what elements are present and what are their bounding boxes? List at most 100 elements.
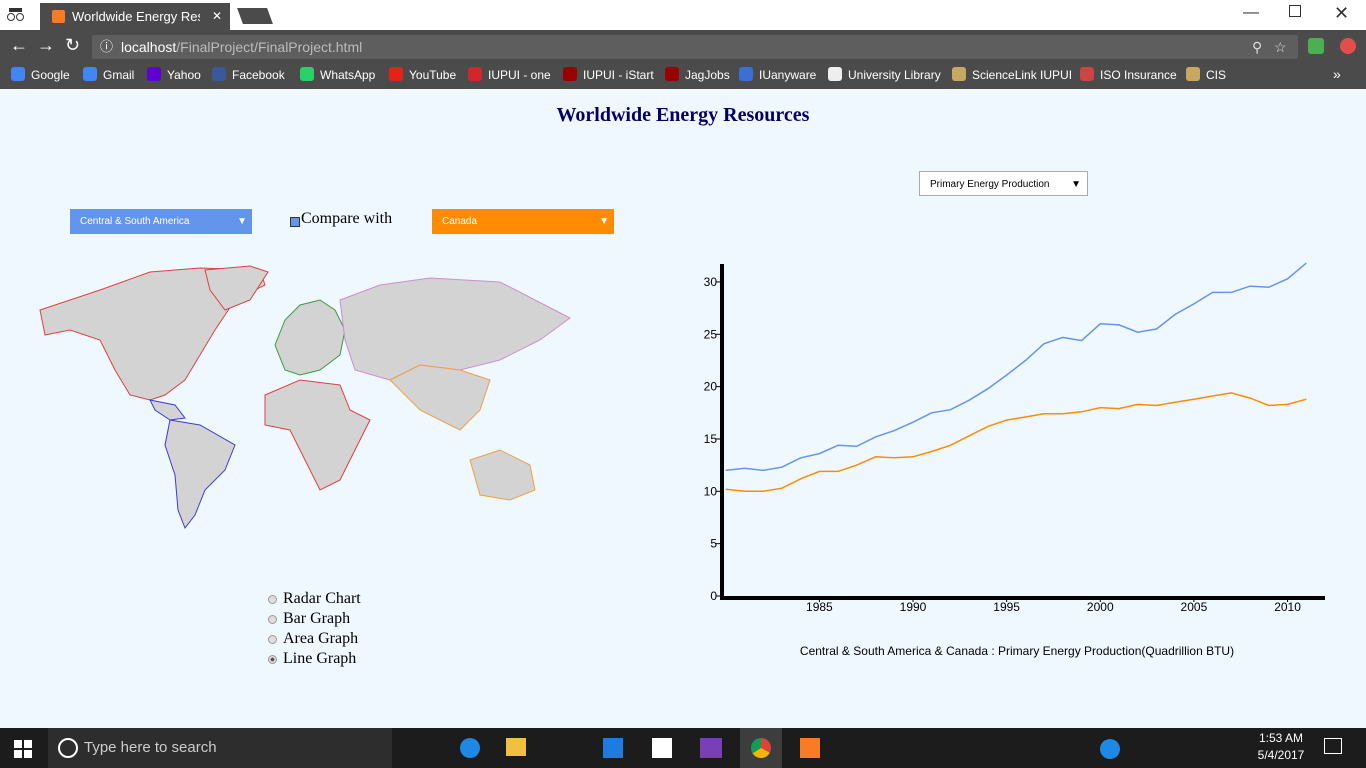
page-title: Worldwide Energy Resources bbox=[556, 104, 810, 126]
amazon-icon[interactable] bbox=[652, 738, 672, 758]
bookmark[interactable]: IUPUI - one bbox=[488, 68, 551, 82]
back[interactable]: ← bbox=[10, 35, 28, 55]
forward[interactable]: → bbox=[37, 35, 55, 55]
chrome-active[interactable] bbox=[740, 728, 782, 768]
south-america bbox=[164, 419, 236, 530]
compare-label: Compare with bbox=[301, 210, 393, 227]
bookmark-icon bbox=[1186, 67, 1200, 81]
bookmark-icon bbox=[952, 67, 966, 81]
arrow: ▼ bbox=[599, 216, 609, 227]
notifications[interactable] bbox=[1324, 738, 1342, 754]
australia bbox=[469, 449, 536, 501]
y-tick-label: 15 bbox=[704, 432, 718, 446]
bookmark-icon bbox=[828, 67, 842, 81]
close[interactable]: ✕ bbox=[1334, 3, 1350, 23]
bookmark[interactable]: WhatsApp bbox=[320, 68, 376, 82]
bookmark[interactable]: JagJobs bbox=[685, 68, 730, 82]
chart: 0 5 10 15 20 25 30 1985 1990 1995 2000 2005 2010 Cent… bbox=[39, 262, 1325, 658]
x-tick-label: 1985 bbox=[806, 600, 833, 614]
tab-title: Worldwide Energy Resou bbox=[72, 9, 200, 24]
metric-select[interactable]: Primary Energy Production ▼ bbox=[919, 171, 1088, 196]
bookmark[interactable]: CIS bbox=[1206, 68, 1227, 82]
arrow: ▼ bbox=[237, 216, 247, 227]
tab[interactable]: Worldwide Energy Resou ✕ bbox=[40, 3, 230, 30]
europe bbox=[274, 299, 346, 376]
bookmarks-bar: » bbox=[0, 63, 1366, 89]
world-map bbox=[39, 265, 571, 530]
radio-button[interactable] bbox=[268, 635, 277, 644]
compare-select[interactable]: Canada ▼ bbox=[432, 209, 614, 234]
page: Worldwide Energy Resources Central & Sou… bbox=[0, 89, 1366, 728]
africa bbox=[264, 379, 371, 491]
x-tick-label: 2005 bbox=[1181, 600, 1208, 614]
region-select[interactable]: Central & South America ▼ bbox=[70, 209, 252, 234]
region-select-value: Central & South America bbox=[80, 216, 190, 227]
tab-icon bbox=[52, 10, 65, 23]
time: 1:53 AM bbox=[1258, 731, 1304, 745]
bookmark[interactable]: IUanyware bbox=[759, 68, 817, 82]
bookmark[interactable]: Google bbox=[31, 68, 70, 82]
address-bar[interactable]: ⓘ localhost/FinalProject/FinalProject.ht… bbox=[92, 35, 1298, 59]
date: 5/4/2017 bbox=[1257, 748, 1305, 762]
compare-checkbox[interactable] bbox=[290, 217, 300, 227]
bookmark[interactable]: Facebook bbox=[232, 68, 285, 82]
bookmark-icon bbox=[468, 67, 482, 81]
more-bookmarks[interactable]: » bbox=[1333, 66, 1341, 82]
start-button[interactable] bbox=[14, 740, 32, 758]
greenland bbox=[204, 265, 269, 311]
y-tick-label: 20 bbox=[704, 380, 718, 394]
asia bbox=[339, 277, 571, 381]
help-icon[interactable] bbox=[1100, 739, 1120, 759]
bookmark-icon bbox=[83, 67, 97, 81]
bookmark[interactable]: ScienceLink IUPUI bbox=[972, 68, 1073, 82]
star-icon[interactable]: ☆ bbox=[1274, 39, 1287, 55]
minimize[interactable]: — bbox=[1243, 4, 1259, 21]
y-tick-label: 10 bbox=[704, 484, 718, 498]
edge-icon[interactable] bbox=[460, 738, 480, 758]
y-tick-label: 30 bbox=[704, 275, 718, 289]
bookmark[interactable]: IUPUI - iStart bbox=[583, 68, 654, 82]
bookmark-icon bbox=[147, 67, 161, 81]
bookmark[interactable]: University Library bbox=[848, 68, 941, 82]
central-america bbox=[149, 399, 186, 421]
dropbox-icon[interactable] bbox=[603, 738, 623, 758]
vs-icon[interactable] bbox=[700, 738, 722, 758]
x-tick-label: 2010 bbox=[1274, 600, 1301, 614]
bookmark-icon bbox=[563, 67, 577, 81]
extension[interactable] bbox=[1340, 38, 1356, 54]
xampp-icon[interactable] bbox=[800, 738, 820, 758]
series-line bbox=[725, 262, 1307, 472]
arrow: ▼ bbox=[1071, 179, 1081, 190]
radio-button[interactable] bbox=[268, 615, 277, 624]
bookmark[interactable]: Gmail bbox=[103, 68, 135, 82]
radio-label: Bar Graph bbox=[283, 610, 351, 627]
incognito-icon bbox=[7, 8, 24, 21]
search-placeholder: Type here to search bbox=[84, 739, 217, 756]
radio-label: Radar Chart bbox=[283, 590, 361, 607]
bookmark[interactable]: YouTube bbox=[409, 68, 457, 82]
bookmark[interactable]: ISO Insurance bbox=[1100, 68, 1177, 82]
tab-close[interactable]: ✕ bbox=[212, 9, 223, 23]
compare-select-value: Canada bbox=[442, 216, 478, 227]
radio-label: Line Graph bbox=[283, 650, 357, 667]
south-asia bbox=[389, 364, 491, 431]
clock: 1:53 AM 5/4/2017 bbox=[1250, 731, 1312, 762]
chart-caption: Central & South America & Canada : Prima… bbox=[800, 644, 1234, 658]
radio-button[interactable] bbox=[268, 595, 277, 604]
bookmark-icon bbox=[665, 67, 679, 81]
y-tick-label: 25 bbox=[704, 327, 718, 341]
bookmark-icon bbox=[389, 67, 403, 81]
zoom-icon[interactable]: ⚲ bbox=[1252, 39, 1263, 55]
bookmark-icon bbox=[11, 67, 25, 81]
radio-button[interactable] bbox=[268, 655, 277, 664]
radio-label: Area Graph bbox=[283, 630, 359, 647]
restore[interactable] bbox=[1289, 5, 1301, 17]
search-box[interactable]: Type here to search bbox=[48, 728, 392, 768]
bookmark[interactable]: Yahoo bbox=[167, 68, 201, 82]
explorer-icon[interactable] bbox=[506, 738, 526, 756]
reload[interactable]: ↻ bbox=[65, 35, 81, 55]
url-host: localhost bbox=[121, 39, 177, 55]
extension[interactable] bbox=[1308, 38, 1324, 54]
north-america bbox=[39, 267, 266, 401]
